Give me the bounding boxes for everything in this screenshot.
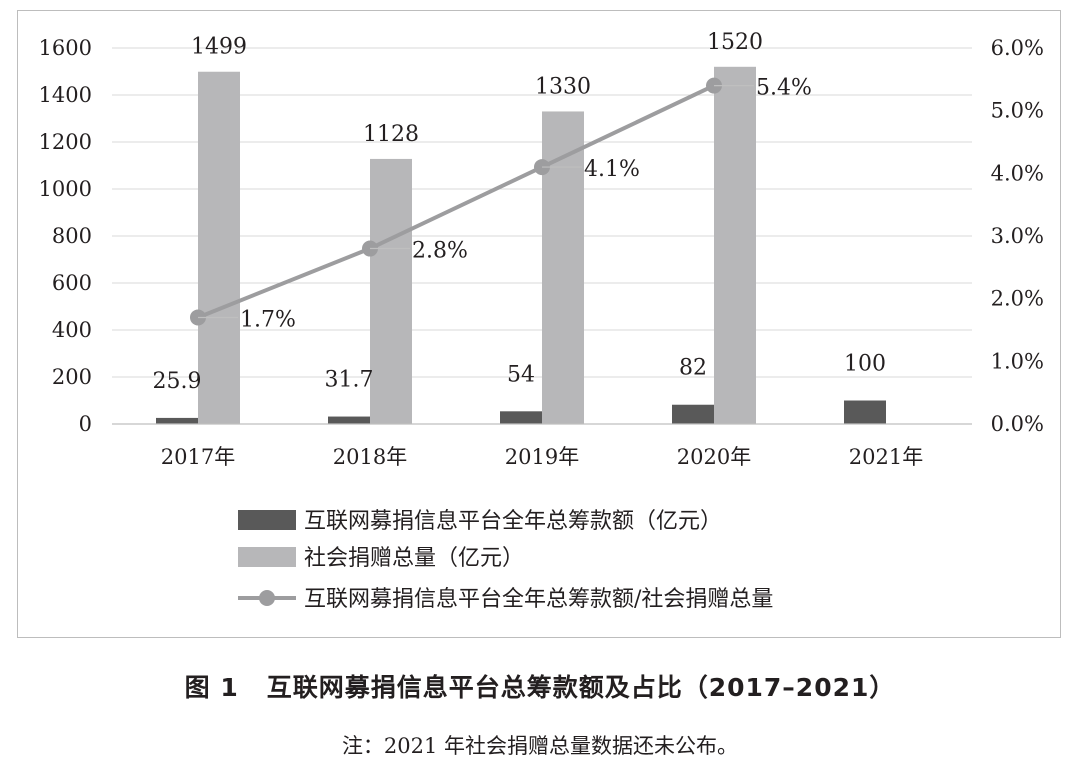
legend-label: 互联网募捐信息平台全年总筹款额/社会捐赠总量	[304, 587, 773, 612]
left-tick-label: 1000	[39, 177, 92, 201]
figure-number: 图 1	[184, 673, 239, 702]
left-tick-label: 800	[52, 224, 92, 248]
bar-platform-fundraising	[328, 416, 370, 424]
category-label: 2021年	[849, 445, 923, 469]
data-labels: 25.9 31.7 54 82 100 1499 1128 1330 1520 1.7% 2.8% 4…	[153, 30, 886, 394]
category-label: 2019年	[505, 445, 579, 469]
label-ratio: 5.4%	[756, 76, 812, 101]
bar-platform-fundraising	[672, 404, 714, 424]
left-tick-label: 400	[52, 318, 92, 342]
legend-label: 互联网募捐信息平台全年总筹款额（亿元）	[304, 509, 722, 534]
bar-total-donation	[370, 158, 412, 425]
legend-swatch-total	[238, 547, 296, 567]
label-ratio: 2.8%	[412, 239, 468, 264]
legend: 互联网募捐信息平台全年总筹款额（亿元） 社会捐赠总量（亿元） 互联网募捐信息平台全年…	[238, 509, 773, 612]
category-label: 2017年	[161, 445, 235, 469]
ratio-line	[190, 77, 754, 326]
label-ratio: 4.1%	[584, 157, 640, 182]
right-tick-label: 2.0%	[991, 287, 1044, 311]
label-platform-fundraising: 100	[844, 352, 886, 377]
label-total-donation: 1330	[535, 74, 591, 99]
figure-note: 注：2021 年社会捐赠总量数据还未公布。	[341, 734, 739, 758]
bar-platform-fundraising	[844, 400, 886, 424]
left-tick-label: 200	[52, 365, 92, 389]
right-axis-ticks: 0.0% 1.0% 2.0% 3.0% 4.0% 5.0% 6.0%	[991, 36, 1044, 436]
label-total-donation: 1128	[363, 122, 419, 147]
ratio-line-path	[197, 83, 715, 320]
legend-swatch-platform	[238, 510, 296, 530]
label-total-donation: 1520	[707, 30, 763, 55]
label-platform-fundraising: 25.9	[153, 369, 202, 394]
chart: 0 200 400 600 800 1000 1200 1400 1600 0.0% 1.0% 2.…	[39, 30, 1044, 612]
legend-label: 社会捐赠总量（亿元）	[304, 546, 524, 571]
label-platform-fundraising: 31.7	[325, 368, 374, 393]
left-axis-ticks: 0 200 400 600 800 1000 1200 1400 1600	[39, 36, 92, 436]
label-platform-fundraising: 82	[679, 356, 707, 381]
figure-caption: 图 1 互联网募捐信息平台总筹款额及占比（2017–2021）	[0, 668, 1080, 704]
bar-total-donation	[198, 71, 240, 425]
figure-title: 互联网募捐信息平台总筹款额及占比（2017–2021）	[266, 673, 896, 702]
left-tick-label: 1400	[39, 83, 92, 107]
left-tick-label: 0	[79, 412, 92, 436]
bars	[156, 66, 886, 425]
right-tick-label: 6.0%	[991, 36, 1044, 60]
x-axis: 2017年 2018年 2019年 2020年 2021年	[112, 423, 972, 469]
left-tick-label: 1200	[39, 130, 92, 154]
right-tick-label: 3.0%	[991, 224, 1044, 248]
left-tick-label: 600	[52, 271, 92, 295]
category-label: 2018年	[333, 445, 407, 469]
bar-total-donation	[714, 66, 756, 425]
right-tick-label: 0.0%	[991, 412, 1044, 436]
left-tick-label: 1600	[39, 36, 92, 60]
label-total-donation: 1499	[191, 35, 247, 60]
label-platform-fundraising: 54	[507, 362, 535, 387]
right-tick-label: 1.0%	[991, 349, 1044, 373]
label-ratio: 1.7%	[240, 307, 296, 332]
right-tick-label: 4.0%	[991, 161, 1044, 185]
bar-platform-fundraising	[500, 411, 542, 424]
right-tick-label: 5.0%	[991, 99, 1044, 123]
bar-platform-fundraising	[156, 417, 198, 424]
figure-frame	[17, 10, 1061, 638]
category-label: 2020年	[677, 445, 751, 469]
legend-swatch-ratio-marker	[259, 590, 275, 606]
